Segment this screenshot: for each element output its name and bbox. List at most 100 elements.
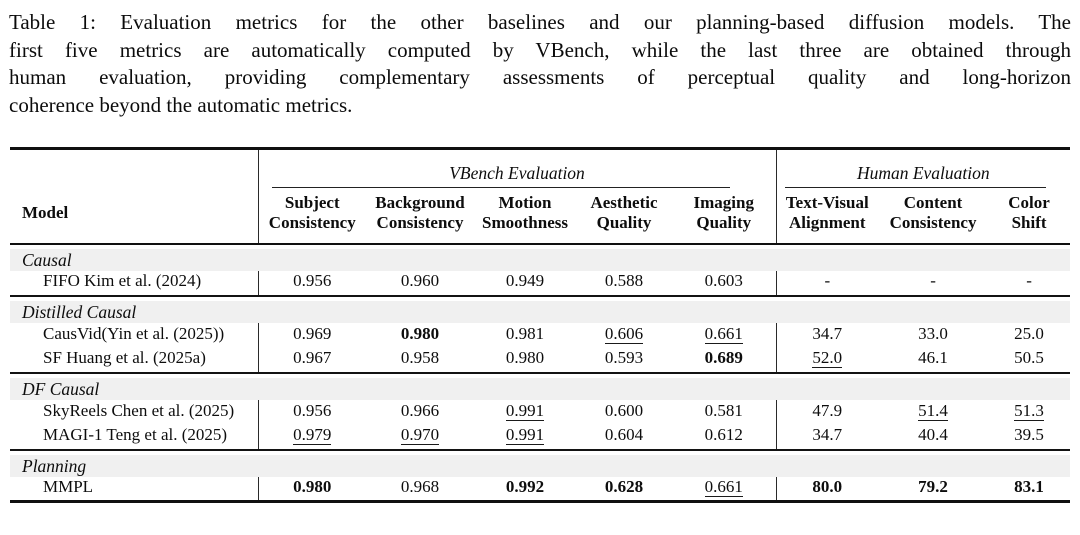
column-header: Content Consistency xyxy=(878,187,989,245)
value-cell: 0.980 xyxy=(366,323,474,348)
column-header-label: Color xyxy=(1008,192,1050,212)
metric-value: 50.5 xyxy=(1014,348,1044,367)
metric-value: - xyxy=(930,271,936,290)
column-header-label: Shift xyxy=(1011,212,1047,232)
value-cell: 0.600 xyxy=(576,400,672,425)
value-cell: 25.0 xyxy=(988,323,1070,348)
value-cell: 0.661 xyxy=(672,477,776,502)
value-cell: 0.588 xyxy=(576,271,672,296)
value-cell: 0.689 xyxy=(672,348,776,373)
value-cell: 0.606 xyxy=(576,323,672,348)
section-row: Causal xyxy=(10,244,1071,271)
metric-value: 34.7 xyxy=(812,323,843,343)
metric-value: 80.0 xyxy=(812,476,843,496)
value-cell: 0.980 xyxy=(474,348,576,373)
metric-value: 0.980 xyxy=(505,348,545,367)
metric-value: 0.606 xyxy=(604,323,644,344)
column-header-label: Consistency xyxy=(376,212,464,232)
value-cell: 0.603 xyxy=(672,271,776,296)
column-header: Background Consistency xyxy=(366,187,474,245)
column-header: Aesthetic Quality xyxy=(576,187,672,245)
metric-value: 0.593 xyxy=(604,348,644,367)
group-header-vbench: VBench Evaluation xyxy=(257,148,777,188)
metric-value: 0.969 xyxy=(293,323,332,343)
section-cell: Planning xyxy=(10,448,1071,477)
value-cell: 80.0 xyxy=(775,476,879,502)
metric-value: - xyxy=(1026,271,1032,290)
value-cell: 39.5 xyxy=(988,425,1070,450)
value-cell: 0.949 xyxy=(474,271,576,296)
column-header: Text-Visual Alignment xyxy=(775,187,879,245)
value-cell: - xyxy=(988,271,1070,296)
value-cell: 0.958 xyxy=(366,348,474,373)
metric-value: 25.0 xyxy=(1014,323,1044,343)
section-row: Planning xyxy=(10,448,1071,477)
value-cell: 0.956 xyxy=(257,270,366,296)
value-cell: 0.612 xyxy=(672,425,776,450)
group-header-human: Human Evaluation xyxy=(775,148,1071,188)
metric-value: - xyxy=(824,271,831,290)
metrics-table: VBench Evaluation Human Evaluation Model… xyxy=(10,147,1071,503)
page: Table 1: Evaluation metrics for the othe… xyxy=(0,9,1080,535)
metric-value: 0.967 xyxy=(293,348,332,367)
model-name-cell: MAGI-1 Teng et al. (2025) xyxy=(43,425,228,444)
column-header-label: Consistency xyxy=(889,212,977,232)
caption-line: human evaluation, providing complementar… xyxy=(9,65,1071,89)
metric-value: 0.958 xyxy=(400,348,440,367)
model-name-cell: MMPL xyxy=(43,476,94,496)
value-cell: 0.593 xyxy=(576,348,672,373)
metric-value: 0.949 xyxy=(505,271,545,290)
value-cell: 51.3 xyxy=(988,400,1070,425)
metric-value: 0.991 xyxy=(505,425,545,445)
column-header-label: Text-Visual xyxy=(785,192,869,212)
value-cell: 0.960 xyxy=(366,271,474,296)
metric-value: 34.7 xyxy=(812,425,843,444)
metric-value: 0.661 xyxy=(704,323,743,344)
column-header-label: Aesthetic xyxy=(590,192,658,212)
metric-value: 0.603 xyxy=(704,271,743,290)
metric-value: 0.612 xyxy=(704,425,743,444)
value-cell: 51.4 xyxy=(878,400,988,425)
value-cell: 0.991 xyxy=(474,425,576,450)
metric-value: 0.588 xyxy=(604,271,644,290)
column-header-label: Quality xyxy=(696,212,752,232)
column-header: Subject Consistency xyxy=(257,187,366,245)
column-header-label: Background xyxy=(375,192,465,212)
value-cell: 83.1 xyxy=(988,477,1070,502)
section-row: Distilled Causal xyxy=(10,294,1071,323)
section-label: Planning xyxy=(10,454,1071,477)
metric-value: 0.689 xyxy=(704,348,743,367)
model-name-cell: FIFO Kim et al. (2024) xyxy=(43,271,202,290)
value-cell: 40.4 xyxy=(878,425,988,450)
section-row: DF Causal xyxy=(10,371,1071,400)
metric-value: 0.960 xyxy=(400,271,440,290)
value-cell: 34.7 xyxy=(775,322,879,348)
value-cell: - xyxy=(878,271,988,296)
metric-value: 51.3 xyxy=(1014,400,1044,421)
value-cell: 0.970 xyxy=(366,425,474,450)
section-label: Causal xyxy=(10,248,1071,271)
section-cell: Causal xyxy=(10,244,1071,271)
metric-value: 33.0 xyxy=(918,323,948,343)
metric-value: 0.970 xyxy=(400,425,440,445)
value-cell: 0.967 xyxy=(257,347,366,373)
group-header-spacer xyxy=(10,149,258,188)
value-cell: 47.9 xyxy=(775,399,879,425)
metric-value: 39.5 xyxy=(1014,425,1044,444)
metric-value: 79.2 xyxy=(918,476,948,496)
value-cell: 0.968 xyxy=(366,477,474,502)
value-cell: 0.979 xyxy=(257,424,366,450)
column-header-label: Content xyxy=(903,192,963,212)
metric-value: 0.628 xyxy=(604,476,644,496)
metric-value: 0.991 xyxy=(505,400,545,421)
metric-value: 46.1 xyxy=(918,348,948,367)
table-row: SF Huang et al. (2025a) 0.967 0.958 0.980 0.… xyxy=(10,347,1070,373)
value-cell: 0.969 xyxy=(257,322,366,348)
group-rule xyxy=(271,186,730,188)
table-body: Causal FIFO Kim et al. (2024) 0.956 0.960 0.… xyxy=(10,244,1071,502)
value-cell: 33.0 xyxy=(878,323,988,348)
column-header-label: Smoothness xyxy=(482,212,568,232)
column-header-model: Model xyxy=(10,187,258,245)
value-cell: 52.0 xyxy=(775,347,879,373)
group-header-row: VBench Evaluation Human Evaluation xyxy=(10,148,1071,188)
